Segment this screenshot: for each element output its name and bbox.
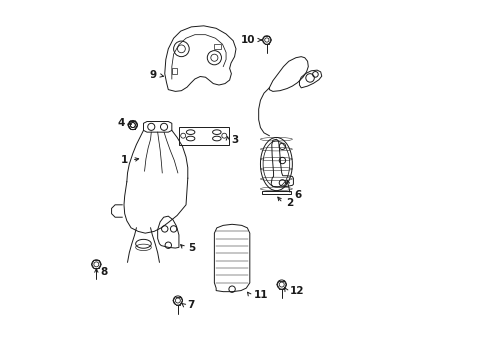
Text: 7: 7 xyxy=(187,300,194,310)
Text: 12: 12 xyxy=(289,285,304,296)
Text: 9: 9 xyxy=(149,71,156,80)
Text: 2: 2 xyxy=(286,198,293,208)
Text: 10: 10 xyxy=(240,35,255,45)
Text: 1: 1 xyxy=(121,155,128,165)
Text: 3: 3 xyxy=(231,135,238,145)
Text: 4: 4 xyxy=(117,118,124,127)
Text: 5: 5 xyxy=(187,243,195,253)
Text: 11: 11 xyxy=(253,290,267,300)
Text: 8: 8 xyxy=(100,267,107,277)
Text: 6: 6 xyxy=(293,190,301,200)
